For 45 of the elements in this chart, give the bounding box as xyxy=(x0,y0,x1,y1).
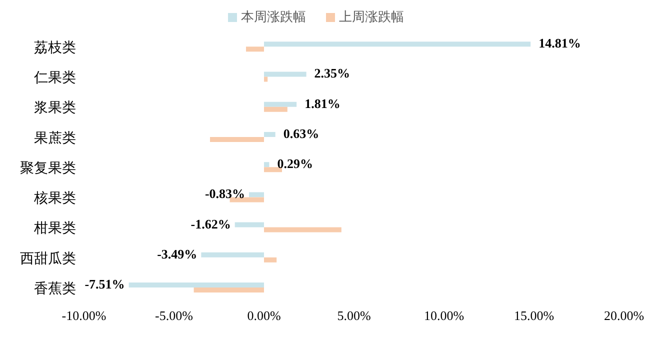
data-label: -1.62% xyxy=(190,216,231,232)
x-tick-label: 15.00% xyxy=(514,308,554,324)
y-tick-label: 西甜瓜类 xyxy=(20,250,76,267)
data-label: 1.81% xyxy=(304,96,340,111)
y-tick-label: 核果类 xyxy=(33,190,76,207)
y-tick-label: 聚复果类 xyxy=(20,160,76,176)
bar xyxy=(249,192,264,198)
bar xyxy=(201,252,264,258)
x-tick-label: 20.00% xyxy=(604,308,644,324)
bar xyxy=(264,76,268,82)
bar xyxy=(210,136,264,142)
bar xyxy=(194,288,264,293)
x-tick-label: 0.00% xyxy=(247,308,281,324)
data-label: -3.49% xyxy=(157,246,198,262)
bar xyxy=(264,257,277,262)
bar xyxy=(264,162,270,168)
data-label: 0.29% xyxy=(277,156,313,172)
data-label: 0.63% xyxy=(283,126,320,141)
y-tick-label: 柑果类 xyxy=(33,220,76,237)
bar xyxy=(264,42,531,47)
data-label: -7.51% xyxy=(84,276,125,292)
bar xyxy=(128,282,264,288)
bar xyxy=(246,46,264,52)
bar xyxy=(234,222,264,228)
y-tick-label: 仁果类 xyxy=(33,70,76,86)
bar xyxy=(264,72,306,77)
y-tick-label: 荔枝类 xyxy=(34,40,76,56)
y-tick-label: 浆果类 xyxy=(34,100,76,116)
y-tick-label: 香蕉类 xyxy=(34,280,76,297)
legend-label: 上周涨跌幅 xyxy=(338,8,404,26)
data-label: 14.81% xyxy=(538,36,581,51)
x-tick-label: -5.00% xyxy=(155,308,194,324)
data-label: -0.83% xyxy=(204,186,246,202)
bar xyxy=(264,106,288,112)
data-label: 2.35% xyxy=(314,66,350,81)
legend-label: 本周涨跌幅 xyxy=(240,8,306,26)
y-tick-label: 果蔗类 xyxy=(34,130,76,146)
bar xyxy=(264,132,276,137)
bar xyxy=(230,197,264,202)
x-tick-label: 10.00% xyxy=(424,308,464,324)
bar xyxy=(264,227,342,232)
bar xyxy=(264,167,282,172)
bar xyxy=(264,102,297,107)
x-tick-label: -10.00% xyxy=(62,308,106,324)
x-tick-label: 5.00% xyxy=(337,308,371,324)
